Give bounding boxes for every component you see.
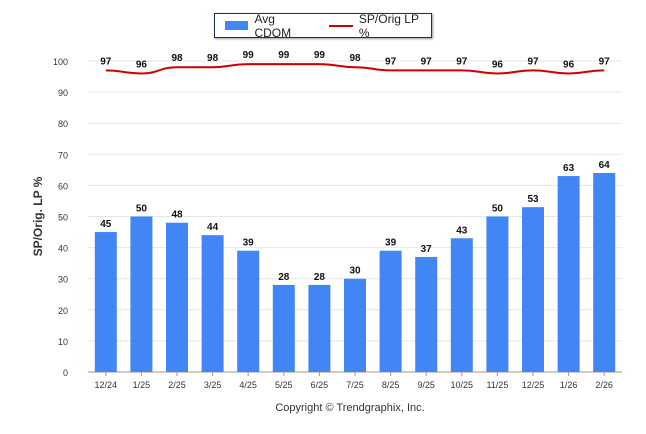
line-value-label: 97	[385, 56, 397, 67]
bar-value-label: 64	[599, 160, 611, 171]
bar-value-label: 45	[100, 219, 112, 230]
bar	[308, 284, 331, 372]
x-tick-label: 12/25	[522, 380, 545, 390]
bar-value-label: 28	[278, 272, 290, 283]
bar-value-label: 39	[385, 238, 397, 249]
x-tick-label: 5/25	[275, 380, 293, 390]
bar	[522, 207, 544, 372]
line-value-label: 96	[136, 59, 148, 70]
bar-value-label: 44	[207, 222, 219, 233]
line-value-label: 96	[563, 59, 575, 70]
bar	[94, 232, 117, 372]
bar-value-label: 50	[136, 204, 148, 215]
line-value-label: 98	[171, 53, 183, 64]
x-tick-label: 6/25	[311, 380, 329, 390]
line-value-label: 97	[100, 56, 112, 67]
bar	[130, 216, 153, 372]
x-tick-label: 10/25	[451, 380, 474, 390]
x-tick-label: 2/25	[168, 380, 186, 390]
y-tick-label: 60	[58, 181, 68, 191]
bar	[415, 256, 438, 372]
bar-value-label: 43	[456, 225, 468, 236]
line-value-label: 99	[278, 50, 290, 61]
line-value-label: 97	[456, 56, 468, 67]
x-tick-label: 8/25	[382, 380, 400, 390]
x-tick-label: 1/25	[133, 380, 151, 390]
legend-label-avg-cdom: Avg CDOM	[254, 11, 292, 40]
legend-swatch-avg-cdom	[225, 21, 249, 30]
bar	[272, 284, 295, 372]
y-tick-label: 90	[58, 88, 68, 98]
line-value-label: 97	[421, 56, 433, 67]
bar-value-label: 39	[243, 238, 255, 249]
line-value-label: 96	[492, 59, 504, 70]
bar	[344, 278, 366, 372]
copyright-text: Copyright © Trendgraphix, Inc.	[275, 402, 425, 414]
x-tick-label: 4/25	[239, 380, 257, 390]
y-tick-label: 70	[58, 150, 68, 160]
legend-label-sp-orig-lp: SP/Orig LP %	[358, 11, 419, 40]
bar	[379, 250, 402, 372]
x-tick-label: 12/24	[95, 380, 118, 390]
bar-value-label: 28	[314, 272, 326, 283]
x-tick-label: 1/26	[560, 380, 578, 390]
line-value-label: 97	[527, 56, 539, 67]
legend-swatch-sp-orig-lp	[329, 24, 353, 27]
line-value-label: 99	[314, 50, 326, 61]
bar	[557, 176, 580, 372]
line-series-sp-orig-lp	[105, 63, 605, 75]
y-tick-label: 50	[58, 213, 68, 223]
bar-value-label: 48	[171, 210, 183, 221]
bar-value-label: 37	[421, 244, 433, 255]
y-tick-label: 100	[53, 57, 68, 67]
y-axis-label: SP/Orig. LP %	[31, 176, 45, 256]
bar-value-label: 50	[492, 204, 504, 215]
bar-value-label: 63	[563, 163, 575, 174]
x-tick-label: 11/25	[486, 380, 508, 390]
bar	[166, 222, 188, 372]
y-tick-label: 30	[58, 275, 68, 285]
bar	[593, 172, 616, 372]
y-tick-label: 80	[58, 119, 68, 129]
y-tick-label: 40	[58, 244, 68, 254]
y-tick-label: 0	[63, 368, 68, 378]
line-value-label: 99	[243, 50, 255, 61]
bar	[201, 235, 224, 372]
chart-legend: Avg CDOM SP/Orig LP %	[214, 11, 432, 40]
x-tick-label: 2/26	[595, 380, 613, 390]
line-value-label: 98	[207, 53, 219, 64]
line-value-label: 98	[349, 53, 361, 64]
bar	[450, 238, 473, 372]
bar-value-label: 53	[527, 194, 539, 205]
y-tick-label: 10	[58, 337, 68, 347]
bar-value-label: 30	[349, 266, 361, 277]
bar	[237, 250, 260, 372]
y-tick-label: 20	[58, 306, 68, 316]
x-tick-label: 9/25	[417, 380, 435, 390]
bar	[486, 216, 509, 372]
x-tick-label: 7/25	[346, 380, 364, 390]
x-tick-label: 3/25	[204, 380, 222, 390]
line-value-label: 97	[599, 56, 611, 67]
